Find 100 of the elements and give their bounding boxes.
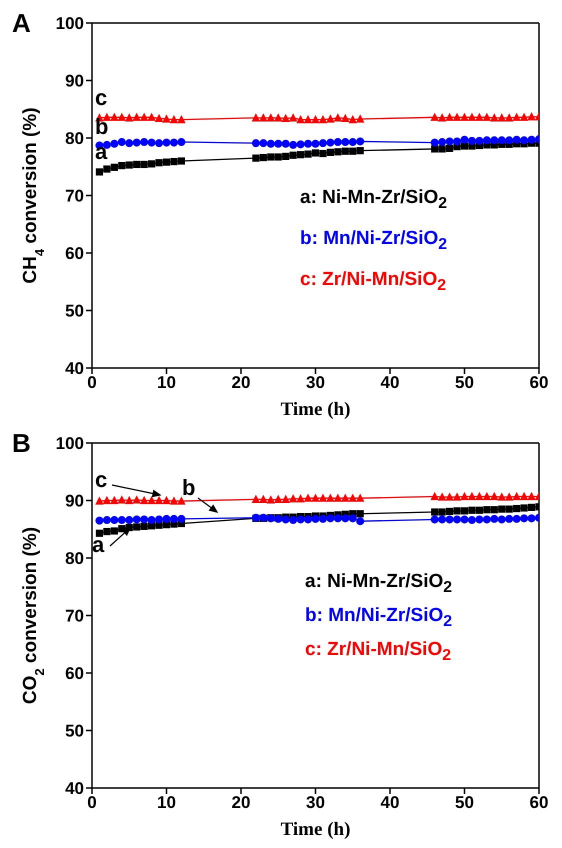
point [334,148,342,156]
point [431,508,438,516]
x-tick-label: 0 [87,793,97,812]
point [296,115,305,124]
point [311,494,320,502]
point [132,138,141,147]
point [431,145,438,153]
point [438,113,446,122]
point [490,506,498,514]
x-tick-label: 10 [157,793,176,812]
annotation: b [182,475,196,501]
y-tick-label: 100 [56,434,84,454]
point [527,492,536,500]
point [446,515,454,524]
point [177,138,186,146]
y-tick-label: 50 [65,302,84,321]
point [266,113,275,122]
point [147,112,156,121]
point [282,140,290,148]
point [148,516,156,524]
point [446,137,454,146]
point [475,515,484,524]
point [513,504,520,512]
point [453,137,462,146]
point [445,112,454,121]
point [252,113,260,122]
point [274,113,282,122]
point [110,496,119,504]
point [453,515,462,524]
point [482,492,492,500]
point [290,152,297,159]
point [170,496,178,505]
y-tick-label: 80 [65,549,84,568]
point [527,112,536,120]
point [483,506,490,514]
point [356,510,364,518]
point [288,113,298,122]
point [482,136,491,144]
x-tick-label: 60 [530,373,548,392]
point [341,494,350,502]
point [140,138,148,146]
point [490,492,498,500]
point [452,112,462,121]
point [512,492,521,500]
point [318,139,327,148]
y-tick-label: 70 [65,186,84,206]
point [430,112,439,121]
point [304,140,312,148]
point [326,138,334,147]
point [132,112,141,121]
point [162,158,170,166]
point [267,153,274,161]
point [312,149,320,157]
point [438,492,446,501]
point [438,508,446,516]
x-tick-label: 60 [530,793,548,812]
point [282,494,290,503]
point [430,138,439,147]
point [312,514,320,523]
point [170,158,178,166]
point [438,138,446,146]
point [460,112,469,121]
point [348,514,357,522]
point [259,494,268,503]
point [311,115,320,124]
point [288,494,298,502]
point [468,492,476,500]
point [304,150,312,158]
point [326,514,334,522]
x-tick-label: 50 [455,793,474,812]
text: c: Zr/Ni-Mn/SiO$_{2}$ [305,638,452,666]
point [318,494,328,502]
point [520,492,528,500]
point [468,112,476,121]
point [498,492,506,501]
point [356,137,364,146]
point [110,527,118,535]
point [334,138,342,146]
point [118,162,126,170]
x-tick-label: 10 [157,373,176,392]
point [140,496,148,504]
point [133,160,140,168]
point [178,157,185,165]
point [297,151,304,158]
point [498,136,506,144]
point [274,140,282,148]
point [148,160,156,168]
point [289,516,298,524]
point [319,150,327,158]
point [96,168,104,176]
text: b: Mn/Ni-Zr/SiO$_{2}$ [305,604,452,632]
x-tick-label: 40 [380,373,400,392]
point [125,139,134,148]
point [282,114,290,122]
annotation: c [95,85,108,111]
point [155,139,164,148]
series-label: a: Ni-Mn-Zr/SiO$_{2}$ [300,186,448,214]
point [468,506,476,514]
point [132,515,141,524]
y-tick-label: 60 [65,664,84,684]
